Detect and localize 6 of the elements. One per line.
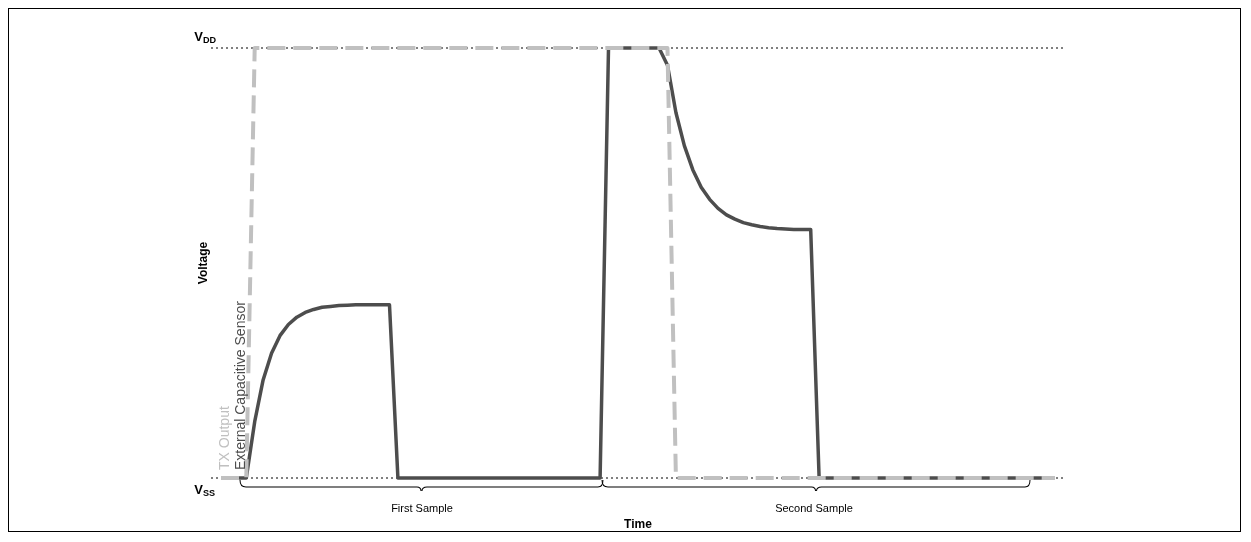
text: First Sample (391, 502, 453, 515)
y-axis-title: Voltage (196, 241, 211, 285)
text: External Capacitive Sensor (231, 300, 248, 470)
text: TX Output (215, 406, 232, 470)
x-axis-title: Time (624, 517, 653, 532)
text: Second Sample (775, 502, 853, 515)
